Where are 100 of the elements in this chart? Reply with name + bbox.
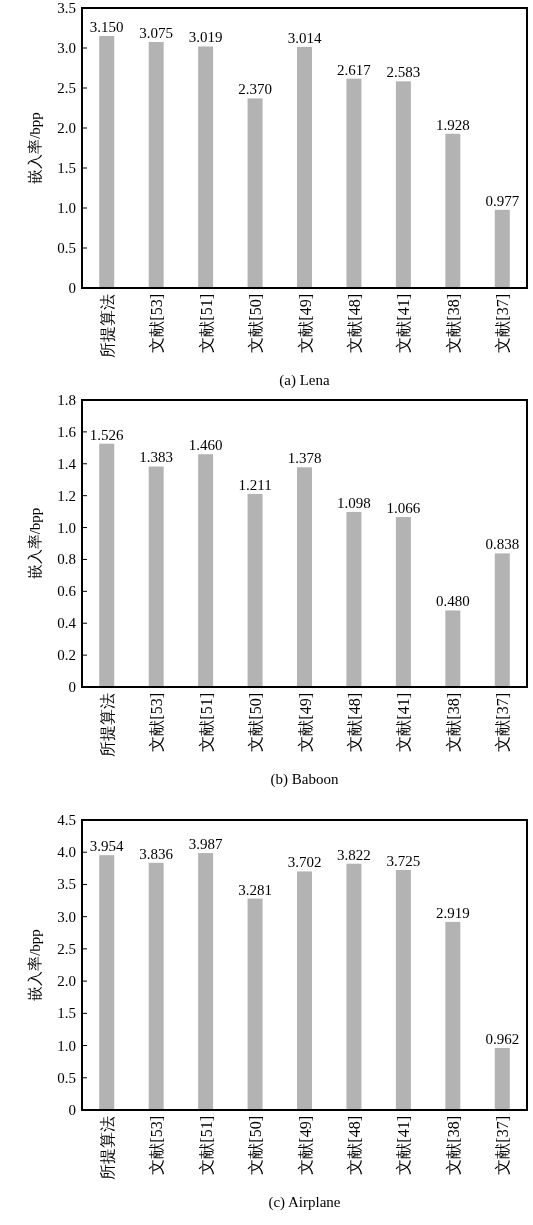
data-label: 3.702 <box>287 854 322 871</box>
data-label: 3.987 <box>188 836 223 853</box>
y-tick-label: 2.5 <box>57 80 76 96</box>
y-axis-title: 嵌入率/bpp <box>27 929 43 1001</box>
y-tick-label: 3.0 <box>57 40 76 56</box>
data-label: 3.281 <box>238 881 272 898</box>
bar <box>247 493 263 687</box>
data-label: 3.075 <box>139 25 174 41</box>
bar <box>445 133 461 288</box>
x-tick-label: 文献[50] <box>247 693 265 752</box>
x-tick-label: 文献[41] <box>395 1116 413 1175</box>
text: (c) Airplane <box>268 1194 341 1211</box>
x-tick-label: 文献[49] <box>296 294 314 353</box>
data-label: 3.014 <box>287 29 322 46</box>
x-tick-label: 文献[38] <box>444 1116 462 1175</box>
x-tick-label: 文献[41] <box>395 294 413 353</box>
x-tick-label: 文献[53] <box>148 1116 166 1175</box>
y-tick-label: 0 <box>68 679 76 695</box>
x-tick-label: 所提算法 <box>98 693 116 757</box>
y-tick-label: 0.5 <box>57 240 76 256</box>
y-tick-label: 1.0 <box>57 519 76 536</box>
bar <box>395 869 411 1110</box>
bar <box>99 443 115 687</box>
data-label: 3.836 <box>139 845 174 862</box>
data-label: 1.383 <box>139 449 174 466</box>
data-label: 0.838 <box>485 536 520 553</box>
y-tick-label: 0.5 <box>57 1069 76 1086</box>
bar <box>494 209 510 288</box>
y-tick-label: 1.0 <box>57 1037 76 1054</box>
data-label: 0.962 <box>485 1031 520 1047</box>
bar <box>494 1048 510 1110</box>
bar <box>247 98 263 288</box>
bar <box>198 454 214 687</box>
data-label: 1.066 <box>386 500 421 517</box>
x-tick-label: 文献[49] <box>296 1116 314 1175</box>
x-tick-label: 所提算法 <box>98 1116 116 1180</box>
y-tick-label: 1.6 <box>57 423 77 440</box>
bar <box>247 898 263 1110</box>
x-tick-label: 文献[37] <box>494 294 512 353</box>
bar <box>346 78 362 288</box>
y-tick-label: 0 <box>68 280 76 296</box>
y-tick-label: 4.5 <box>57 812 76 828</box>
data-label: 1.526 <box>89 426 125 443</box>
data-label: 2.617 <box>337 61 372 78</box>
y-tick-label: 0.8 <box>57 551 76 568</box>
y-tick-label: 2.5 <box>57 940 76 957</box>
bar <box>99 855 115 1110</box>
bar <box>346 863 362 1110</box>
text: (b) Baboon <box>270 771 339 788</box>
bar <box>148 466 164 687</box>
bar <box>494 553 510 687</box>
bar <box>395 517 411 687</box>
text: (a) Lena <box>279 372 331 389</box>
bar <box>297 467 312 687</box>
bar <box>395 81 411 288</box>
bar <box>297 46 312 288</box>
bar <box>297 871 312 1110</box>
data-label: 1.098 <box>337 494 371 511</box>
y-tick-label: 0.4 <box>57 615 77 632</box>
x-tick-label: 所提算法 <box>98 294 116 358</box>
x-tick-label: 文献[41] <box>395 693 413 752</box>
x-tick-label: 文献[51] <box>197 1116 215 1175</box>
y-tick-label: 1.0 <box>57 200 76 216</box>
data-label: 0.480 <box>435 593 470 610</box>
bar <box>148 862 164 1110</box>
y-tick-label: 1.5 <box>57 1005 76 1022</box>
x-tick-label: 文献[53] <box>148 294 166 353</box>
y-tick-label: 3.5 <box>57 0 76 16</box>
x-tick-label: 文献[37] <box>494 1116 512 1175</box>
y-tick-label: 1.2 <box>57 487 76 504</box>
x-tick-label: 文献[49] <box>296 693 314 752</box>
x-tick-label: 文献[48] <box>345 294 363 353</box>
data-label: 1.211 <box>238 476 272 493</box>
bar <box>198 46 214 288</box>
data-label: 2.583 <box>386 64 421 81</box>
y-tick-label: 0 <box>68 1102 76 1118</box>
x-tick-label: 文献[37] <box>494 693 512 752</box>
data-label: 1.378 <box>287 450 322 467</box>
x-tick-label: 文献[51] <box>197 693 215 752</box>
y-axis-title: 嵌入率/bpp <box>27 112 43 184</box>
data-label: 3.150 <box>89 19 124 35</box>
y-tick-label: 1.5 <box>57 160 76 176</box>
y-tick-label: 3.0 <box>57 908 76 925</box>
y-tick-label: 0.2 <box>57 647 76 664</box>
data-label: 3.019 <box>188 29 223 46</box>
data-label: 3.725 <box>386 852 421 869</box>
x-tick-label: 文献[38] <box>444 693 462 752</box>
y-tick-label: 2.0 <box>57 120 76 136</box>
data-label: 1.928 <box>435 116 470 133</box>
y-axis-title: 嵌入率/bpp <box>27 507 43 580</box>
data-label: 1.460 <box>188 437 223 454</box>
data-label: 3.822 <box>337 846 371 863</box>
bar <box>445 610 461 687</box>
x-tick-label: 文献[51] <box>197 294 215 353</box>
bar <box>99 36 115 288</box>
data-label: 2.919 <box>435 904 470 921</box>
bar <box>148 42 164 288</box>
data-label: 0.977 <box>485 192 520 209</box>
x-tick-label: 文献[48] <box>345 693 363 752</box>
data-label: 3.954 <box>89 838 125 855</box>
